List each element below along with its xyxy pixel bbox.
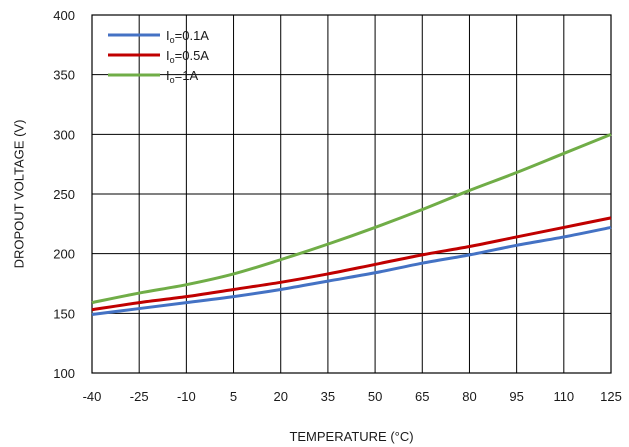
- grid: [91, 14, 612, 374]
- y-tick-label: 200: [53, 247, 75, 262]
- series-lines: [91, 132, 612, 317]
- y-tick-label: 300: [53, 127, 75, 142]
- series-line-1: [91, 216, 612, 312]
- legend-label-0: Io=0.1A: [166, 28, 209, 45]
- x-tick-label: 5: [230, 389, 237, 404]
- x-tick-label: 80: [462, 389, 476, 404]
- legend-label-1: Io=0.5A: [166, 48, 209, 65]
- x-tick-label: 125: [600, 389, 622, 404]
- legend-label-2: Io=1A: [166, 68, 198, 85]
- y-tick-label: 250: [53, 187, 75, 202]
- x-tick-label: 65: [415, 389, 429, 404]
- y-tick-label: 100: [53, 366, 75, 381]
- x-tick-label: 110: [553, 389, 574, 404]
- series-line-2: [91, 132, 612, 305]
- x-tick-label: -10: [177, 389, 196, 404]
- y-axis-title: DROPOUT VOLTAGE (V): [11, 120, 26, 269]
- x-tick-label: -25: [130, 389, 149, 404]
- x-tick-label: 35: [321, 389, 335, 404]
- plot-frame: [91, 14, 612, 374]
- x-axis-title: TEMPERATURE (°C): [289, 429, 413, 444]
- y-tick-label: 350: [53, 68, 75, 83]
- y-axis-ticks: 100 150 200 250 300 350 400: [53, 8, 75, 381]
- series-line-0: [91, 225, 612, 317]
- x-tick-label: 50: [368, 389, 382, 404]
- y-tick-label: 150: [53, 306, 75, 321]
- x-axis-ticks: -40 -25 -10 5 20 35 50 65 80 95 110 125: [83, 389, 622, 404]
- x-tick-label: -40: [83, 389, 102, 404]
- x-tick-label: 20: [273, 389, 287, 404]
- y-tick-label: 400: [53, 8, 75, 23]
- plot-border: [91, 14, 612, 374]
- x-tick-label: 95: [509, 389, 523, 404]
- legend: Io=0.1A Io=0.5A Io=1A: [108, 28, 209, 85]
